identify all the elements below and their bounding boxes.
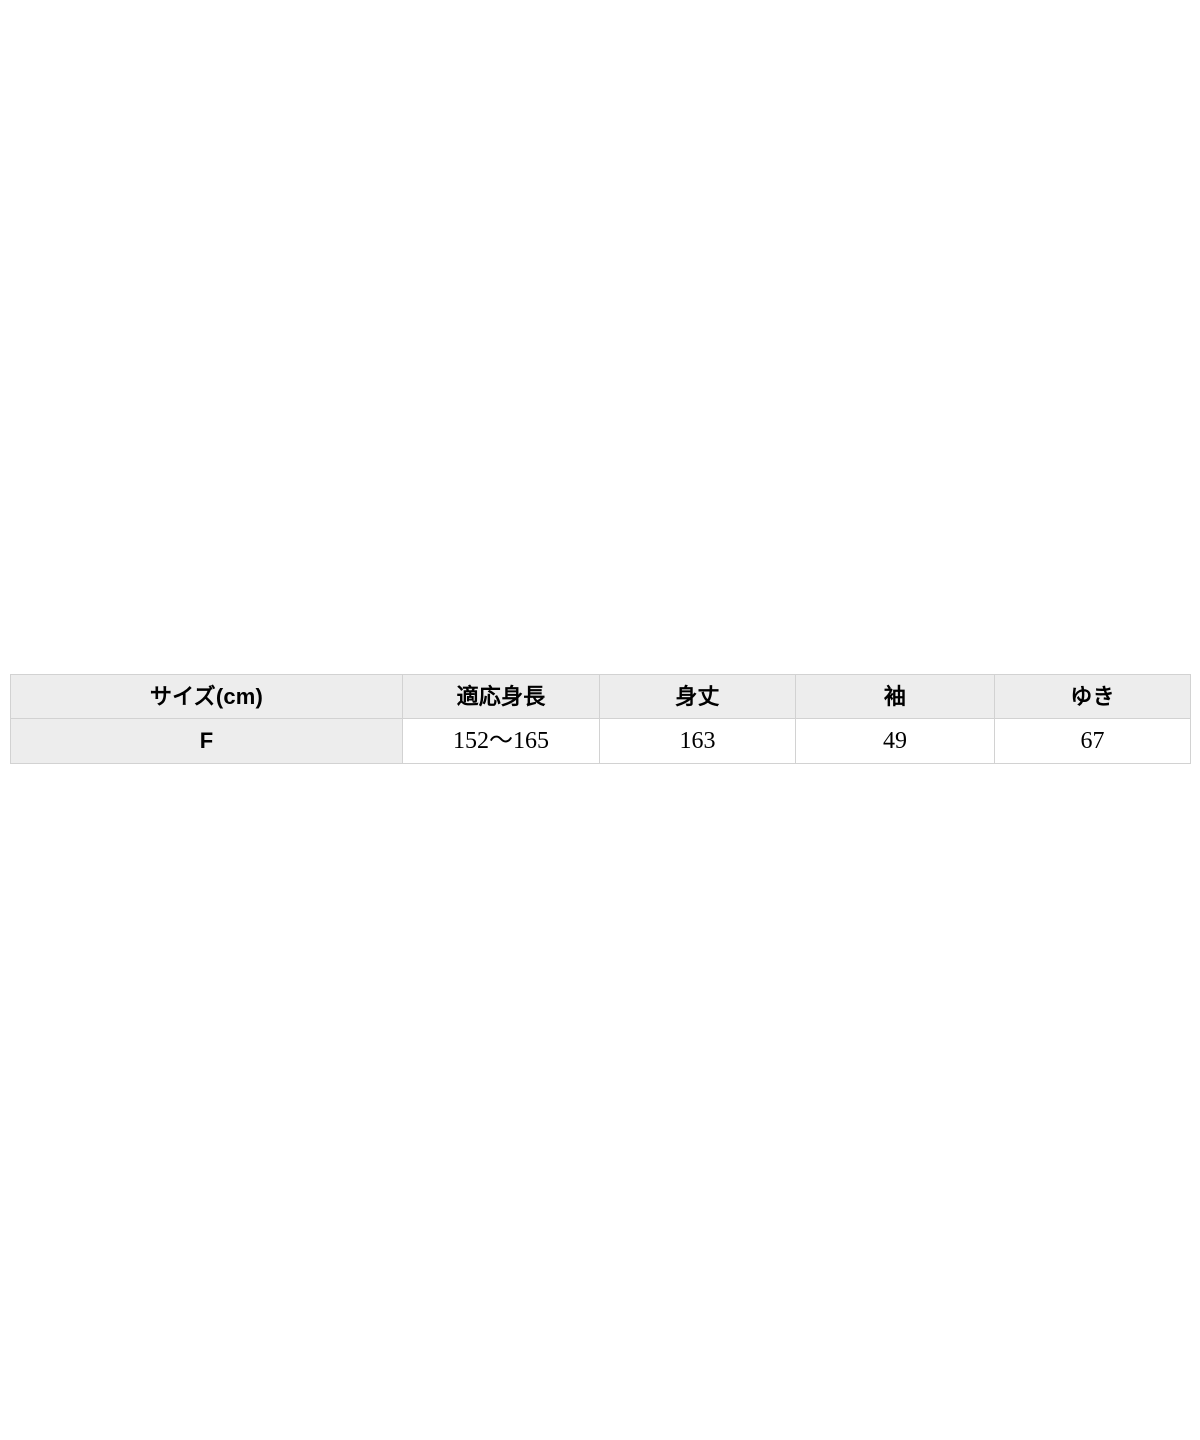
size-table: サイズ(cm) 適応身長 身丈 袖 ゆき F 152〜165 163 49 67	[10, 674, 1191, 764]
column-header-yuki: ゆき	[994, 674, 1191, 719]
cell-sleeve-value: 49	[795, 718, 995, 764]
column-header-sleeve: 袖	[795, 674, 995, 719]
size-table-body: F 152〜165 163 49 67	[10, 718, 1191, 764]
cell-yuki-value: 67	[994, 718, 1191, 764]
table-header-row: サイズ(cm) 適応身長 身丈 袖 ゆき	[10, 674, 1191, 719]
size-table-header: サイズ(cm) 適応身長 身丈 袖 ゆき	[10, 674, 1191, 719]
cell-size-value: F	[10, 718, 403, 764]
column-header-length: 身丈	[599, 674, 796, 719]
cell-length-value: 163	[599, 718, 796, 764]
column-header-size: サイズ(cm)	[10, 674, 403, 719]
column-header-height: 適応身長	[402, 674, 600, 719]
cell-height-value: 152〜165	[402, 718, 600, 764]
size-table-container: サイズ(cm) 適応身長 身丈 袖 ゆき F 152〜165 163 49 67	[10, 674, 1191, 764]
table-row: F 152〜165 163 49 67	[10, 718, 1191, 764]
